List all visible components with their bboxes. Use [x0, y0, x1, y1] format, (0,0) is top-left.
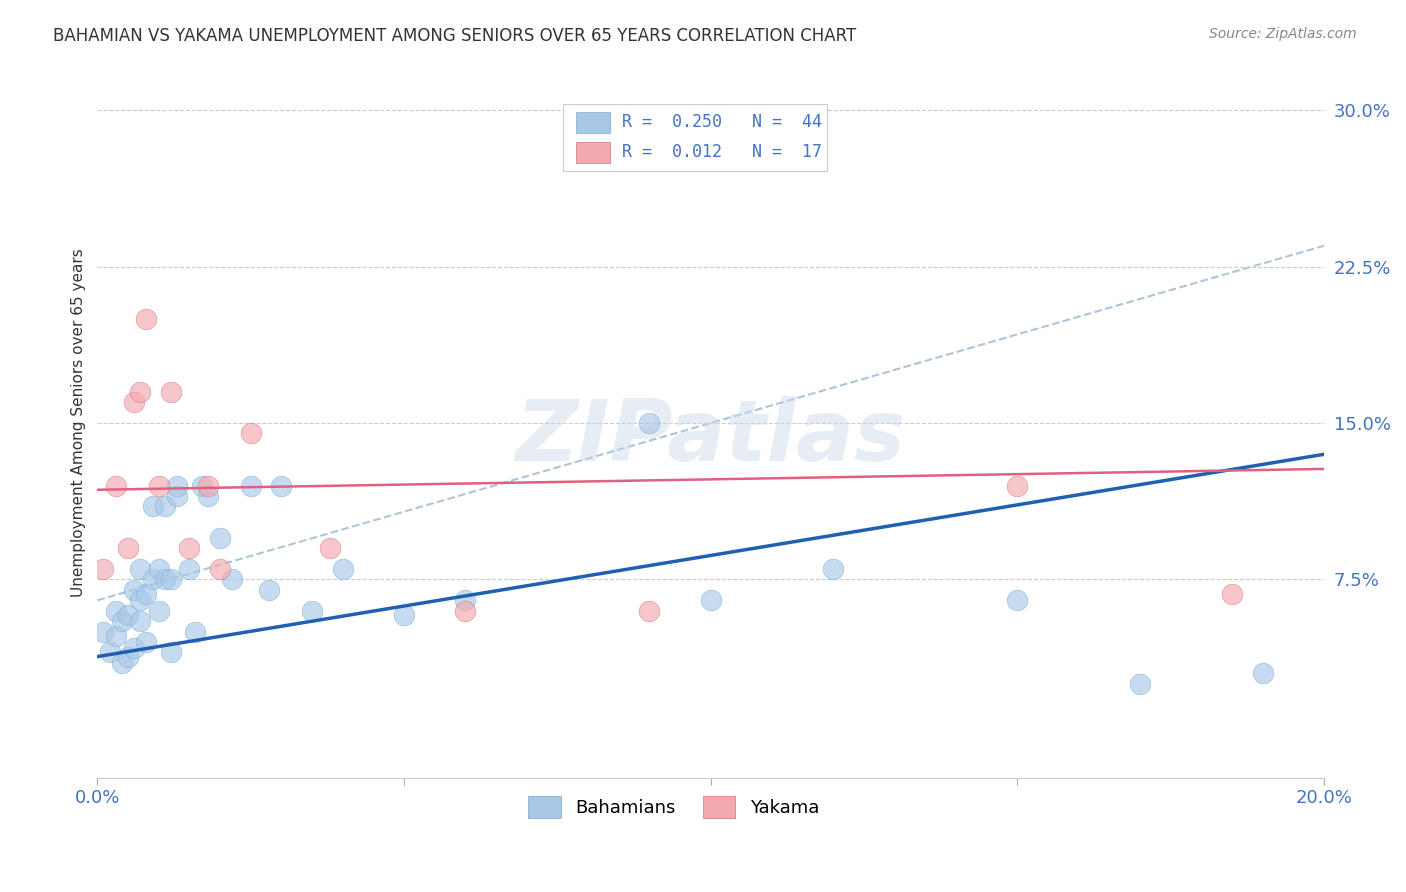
- Point: [153, 500, 176, 514]
- Y-axis label: Unemployment Among Seniors over 65 years: Unemployment Among Seniors over 65 years: [72, 249, 86, 598]
- Point: [135, 635, 157, 649]
- Point: [122, 582, 145, 597]
- Point: [148, 478, 170, 492]
- Point: [98, 645, 121, 659]
- Point: [141, 573, 163, 587]
- Text: BAHAMIAN VS YAKAMA UNEMPLOYMENT AMONG SENIORS OVER 65 YEARS CORRELATION CHART: BAHAMIAN VS YAKAMA UNEMPLOYMENT AMONG SE…: [53, 27, 856, 45]
- Point: [1251, 666, 1274, 681]
- Point: [148, 604, 170, 618]
- Point: [117, 607, 139, 622]
- Point: [166, 489, 188, 503]
- Point: [208, 531, 231, 545]
- Point: [153, 573, 176, 587]
- Point: [454, 604, 477, 618]
- Point: [638, 416, 661, 430]
- Point: [160, 645, 183, 659]
- Legend: Bahamians, Yakama: Bahamians, Yakama: [522, 789, 827, 825]
- Point: [1129, 676, 1152, 690]
- Point: [184, 624, 207, 639]
- Text: R =  0.012   N =  17: R = 0.012 N = 17: [623, 144, 823, 161]
- Point: [257, 582, 280, 597]
- Point: [221, 573, 243, 587]
- Point: [239, 426, 262, 441]
- Point: [823, 562, 845, 576]
- Point: [135, 311, 157, 326]
- Point: [104, 604, 127, 618]
- Text: ZIPatlas: ZIPatlas: [516, 396, 905, 479]
- Point: [122, 395, 145, 409]
- Point: [129, 614, 152, 628]
- Point: [160, 573, 183, 587]
- Point: [332, 562, 354, 576]
- Point: [208, 562, 231, 576]
- Point: [111, 656, 134, 670]
- Point: [319, 541, 342, 556]
- Point: [104, 629, 127, 643]
- Point: [135, 587, 157, 601]
- Point: [197, 489, 219, 503]
- Point: [197, 478, 219, 492]
- Point: [699, 593, 721, 607]
- Point: [1007, 478, 1029, 492]
- FancyBboxPatch shape: [575, 142, 610, 163]
- Point: [190, 478, 212, 492]
- Point: [392, 607, 415, 622]
- Point: [301, 604, 323, 618]
- Point: [117, 649, 139, 664]
- Point: [129, 562, 152, 576]
- Point: [166, 478, 188, 492]
- Point: [117, 541, 139, 556]
- Point: [454, 593, 477, 607]
- Point: [122, 641, 145, 656]
- Point: [270, 478, 292, 492]
- Point: [638, 604, 661, 618]
- Point: [1007, 593, 1029, 607]
- Point: [129, 384, 152, 399]
- Point: [93, 624, 115, 639]
- Point: [179, 562, 201, 576]
- FancyBboxPatch shape: [564, 104, 827, 171]
- FancyBboxPatch shape: [575, 112, 610, 133]
- Point: [104, 478, 127, 492]
- Point: [93, 562, 115, 576]
- Point: [148, 562, 170, 576]
- Point: [141, 500, 163, 514]
- Point: [160, 384, 183, 399]
- Text: Source: ZipAtlas.com: Source: ZipAtlas.com: [1209, 27, 1357, 41]
- Point: [129, 593, 152, 607]
- Point: [239, 478, 262, 492]
- Point: [1220, 587, 1243, 601]
- Point: [111, 614, 134, 628]
- Text: R =  0.250   N =  44: R = 0.250 N = 44: [623, 113, 823, 131]
- Point: [179, 541, 201, 556]
